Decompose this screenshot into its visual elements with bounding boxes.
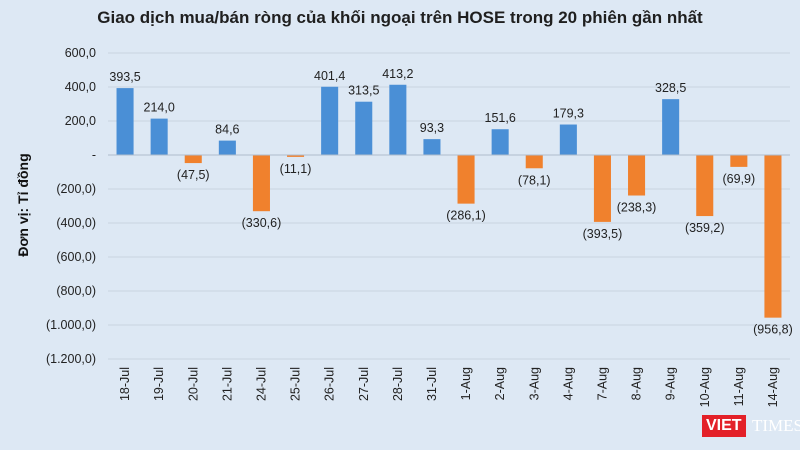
bar (525, 155, 543, 169)
y-tick-label: (1.000,0) (46, 318, 96, 332)
data-label: (47,5) (177, 168, 210, 182)
y-tick-label: 200,0 (65, 114, 96, 128)
bar (491, 129, 509, 155)
data-label: (393,5) (583, 227, 623, 241)
y-tick-label: (200,0) (56, 182, 96, 196)
data-label: 401,4 (314, 69, 345, 83)
bar (287, 155, 305, 157)
data-label: 214,0 (144, 101, 175, 115)
bar (150, 118, 168, 155)
x-tick-label: 24-Jul (254, 367, 268, 401)
data-label: (956,8) (753, 323, 793, 337)
x-tick-label: 20-Jul (186, 367, 200, 401)
x-tick-label: 28-Jul (391, 367, 405, 401)
x-tick-label: 7-Aug (595, 367, 609, 400)
data-label: 151,6 (485, 111, 516, 125)
y-tick-label: (600,0) (56, 250, 96, 264)
x-tick-label: 25-Jul (289, 367, 303, 401)
x-tick-label: 26-Jul (323, 367, 337, 401)
data-label: 84,6 (215, 123, 239, 137)
data-label: 179,3 (553, 107, 584, 121)
x-tick-label: 14-Aug (766, 367, 780, 407)
data-label: (78,1) (518, 173, 551, 187)
bar (116, 88, 134, 155)
bar (218, 140, 236, 155)
x-tick-label: 27-Jul (357, 367, 371, 401)
bar (696, 155, 714, 217)
x-tick-label: 18-Jul (118, 367, 132, 401)
data-label: (238,3) (617, 201, 657, 215)
x-tick-label: 3-Aug (527, 367, 541, 400)
data-label: (359,2) (685, 221, 725, 235)
data-label: 413,2 (382, 67, 413, 81)
bar (662, 99, 680, 155)
data-label: (330,6) (242, 216, 282, 230)
bar (184, 155, 202, 164)
x-tick-label: 19-Jul (152, 367, 166, 401)
bar (593, 155, 611, 222)
y-tick-label: - (92, 148, 96, 162)
x-tick-label: 2-Aug (493, 367, 507, 400)
x-tick-label: 11-Aug (732, 367, 746, 406)
y-tick-label: (800,0) (56, 284, 96, 298)
y-tick-label: 600,0 (65, 46, 96, 60)
bar (321, 86, 339, 155)
data-label: (69,9) (723, 172, 756, 186)
x-tick-label: 31-Jul (425, 367, 439, 401)
bar (559, 124, 577, 155)
x-tick-label: 21-Jul (220, 367, 234, 401)
x-tick-label: 1-Aug (459, 367, 473, 400)
bar (355, 101, 373, 155)
data-label: (286,1) (446, 209, 486, 223)
x-tick-label: 4-Aug (561, 367, 575, 400)
bar (389, 84, 407, 155)
viettimes-logo: VIET TIMES (702, 415, 800, 445)
data-label: (11,1) (280, 162, 312, 176)
y-tick-label: (1.200,0) (46, 352, 96, 366)
chart-title: Giao dịch mua/bán ròng của khối ngoại tr… (97, 8, 703, 27)
bar (252, 155, 270, 212)
y-tick-label: 400,0 (65, 80, 96, 94)
bar (423, 139, 441, 155)
data-label: 393,5 (109, 70, 140, 84)
x-tick-label: 9-Aug (664, 367, 678, 400)
data-label: 93,3 (420, 121, 444, 135)
data-label: 328,5 (655, 81, 686, 95)
bar (730, 155, 748, 167)
x-tick-label: 10-Aug (698, 367, 712, 407)
data-label: 313,5 (348, 84, 379, 98)
y-tick-label: (400,0) (56, 216, 96, 230)
x-tick-label: 8-Aug (630, 367, 644, 400)
bar (457, 155, 475, 204)
bar (628, 155, 646, 196)
bar (764, 155, 782, 318)
